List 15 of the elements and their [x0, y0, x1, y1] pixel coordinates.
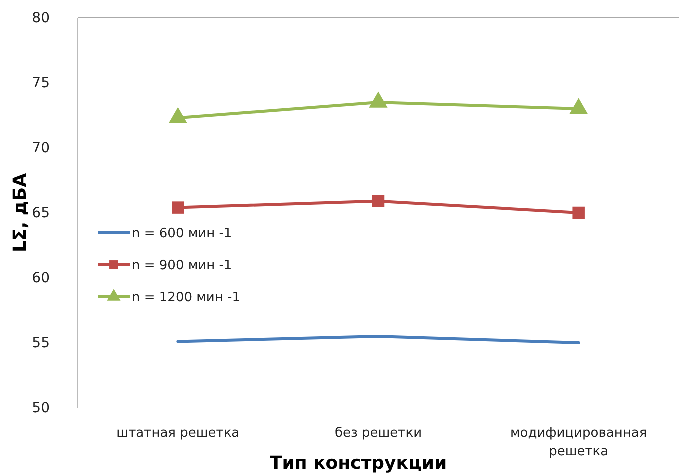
y-tick-label: 75 [32, 75, 50, 92]
x-axis-title: Тип конструкции [270, 453, 448, 473]
y-tick-label: 50 [32, 400, 50, 416]
y-tick-label: 55 [32, 335, 50, 352]
y-tick-label: 65 [32, 205, 50, 222]
y-tick-label: 70 [32, 140, 50, 156]
x-tick-label: модифицированная решетка [510, 426, 648, 460]
legend-label: n = 600 мин -1 [132, 226, 232, 242]
legend-label: n = 900 мин -1 [132, 258, 232, 274]
x-tick-label: штатная решетка [116, 426, 240, 442]
x-tick-label: без решетки [334, 426, 422, 442]
legend-label: n = 1200 мин -1 [132, 290, 240, 306]
y-axis-title: LΣ, дБА [10, 173, 31, 253]
y-tick-label: 80 [32, 10, 50, 26]
y-tick-label: 60 [32, 270, 50, 286]
